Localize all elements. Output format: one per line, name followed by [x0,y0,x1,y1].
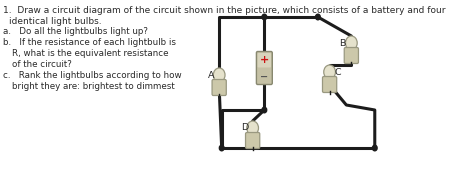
Text: bright they are: brightest to dimmest: bright they are: brightest to dimmest [12,82,174,91]
Text: −: − [260,71,268,81]
Circle shape [213,68,225,82]
Circle shape [373,145,377,151]
Text: B: B [339,39,346,47]
Circle shape [324,65,336,79]
Text: D: D [241,123,248,132]
Text: 1.  Draw a circuit diagram of the circuit shown in the picture, which consists o: 1. Draw a circuit diagram of the circuit… [2,6,445,15]
FancyBboxPatch shape [256,51,272,84]
Circle shape [247,121,258,135]
Text: R, what is the equivalent resistance: R, what is the equivalent resistance [12,49,168,58]
Circle shape [346,36,357,50]
FancyBboxPatch shape [212,79,226,95]
Circle shape [219,145,224,151]
Text: a.   Do all the lightbulbs light up?: a. Do all the lightbulbs light up? [2,27,147,36]
Text: c.   Rank the lightbulbs according to how: c. Rank the lightbulbs according to how [2,71,181,80]
FancyBboxPatch shape [344,47,358,63]
Text: A: A [208,71,214,79]
Circle shape [262,14,267,20]
Circle shape [316,14,320,20]
Text: C: C [335,67,341,77]
Circle shape [262,107,267,113]
Text: identical light bulbs.: identical light bulbs. [9,17,102,26]
FancyBboxPatch shape [322,77,337,93]
FancyBboxPatch shape [258,53,271,67]
FancyBboxPatch shape [246,132,260,148]
Text: +: + [260,55,269,65]
Text: of the circuit?: of the circuit? [12,60,72,69]
Text: b.   If the resistance of each lightbulb is: b. If the resistance of each lightbulb i… [2,38,175,47]
